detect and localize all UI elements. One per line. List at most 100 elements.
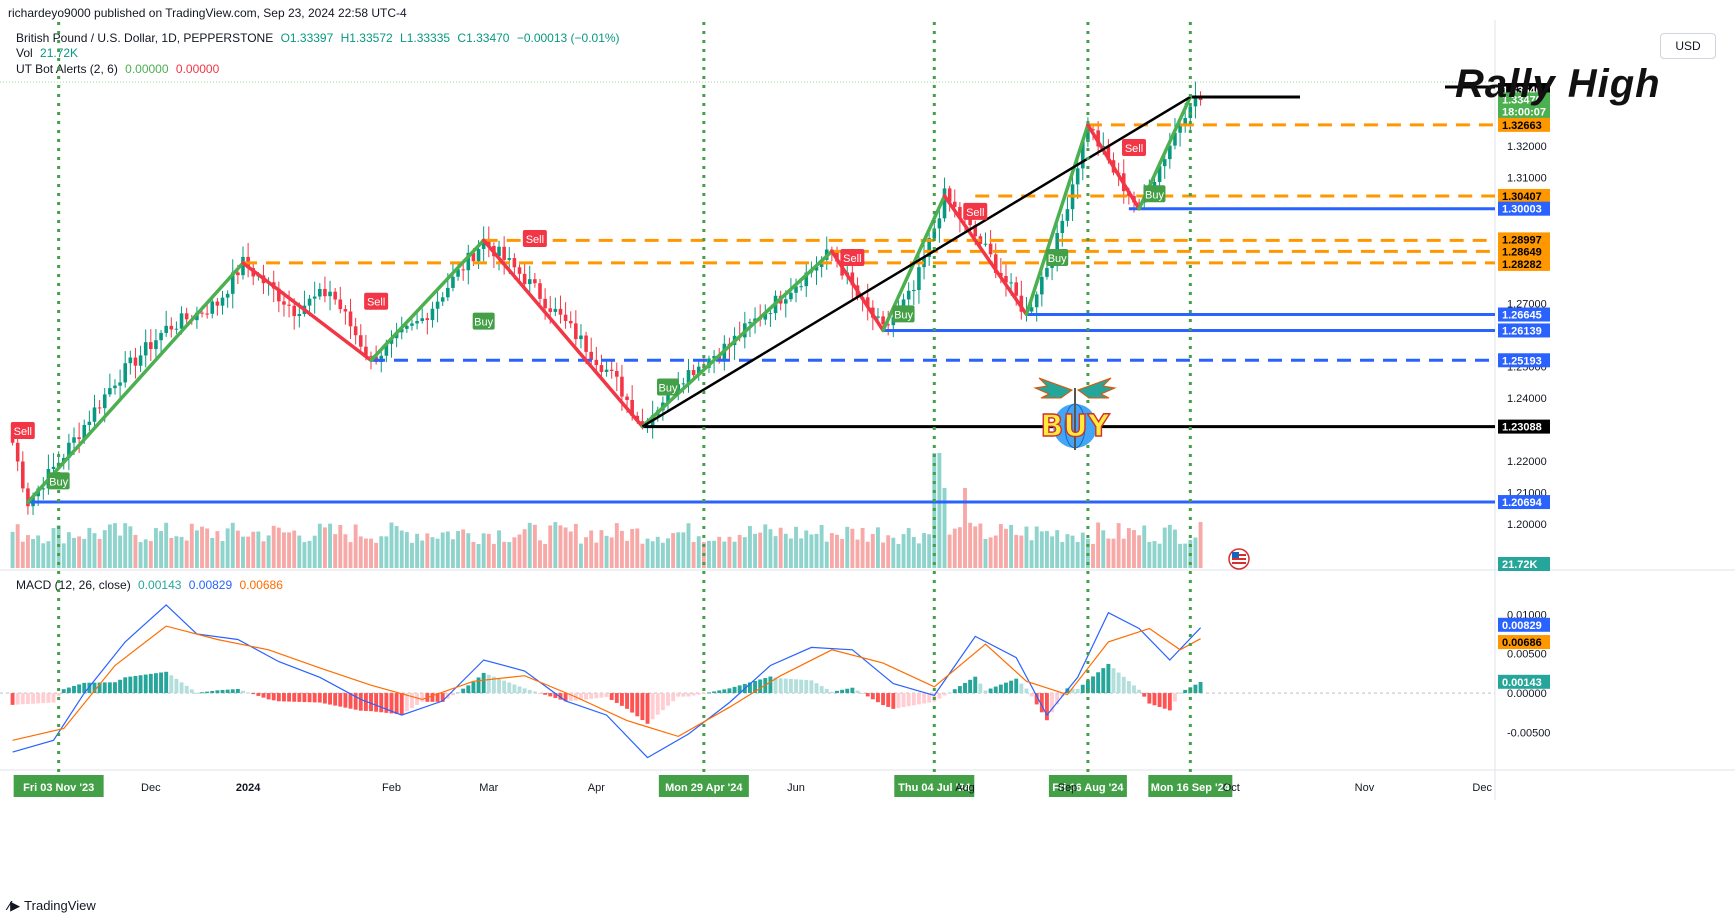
macd-histogram-bar [543,693,548,695]
volume-bar [25,535,30,568]
utbot-legend[interactable]: UT Bot Alerts (2, 6) 0.00000 0.00000 [16,62,223,76]
macd-histogram-bar [338,693,343,707]
candle-body [256,275,261,277]
macd-legend[interactable]: MACD (12, 26, close) 0.00143 0.00829 0.0… [16,578,287,592]
macd-histogram-bar [282,693,286,702]
price-badge [1498,557,1550,571]
macd-histogram-bar [348,693,353,709]
volume-legend[interactable]: Vol 21.72K [16,46,82,60]
time-tick: Apr [588,782,605,794]
candle-body [993,254,998,273]
macd-histogram-bar [763,678,768,694]
volume-bar [471,541,476,568]
sell-signal-label: Sell [1125,143,1143,155]
macd-histogram-bar [440,693,445,702]
volume-bar [829,533,834,568]
volume-bar [343,534,348,568]
flag-canton [1232,552,1239,558]
candle-body [702,366,706,368]
volume-bar [681,532,686,568]
macd-histogram-bar [952,689,957,694]
volume-bar [164,522,169,568]
candle-body [497,246,501,257]
candle-body [1060,220,1065,234]
macd-histogram-bar [1178,692,1183,694]
macd-histogram-bar [148,673,153,694]
macd-histogram-bar [394,693,399,714]
volume-bar [389,522,394,568]
tradingview-logo[interactable]: ⁄▶ TradingView [8,898,96,914]
macd-histogram-bar [655,693,660,715]
macd-histogram-bar [205,691,210,694]
candle-body [681,383,686,385]
macd-badge-label: 0.00686 [1502,637,1542,649]
candle-body [763,313,768,320]
candle-body [1162,159,1167,167]
macd-histogram-bar [379,693,384,713]
macd-histogram-bar [573,693,578,701]
macd-histogram-bar [420,693,425,702]
macd-histogram-bar [486,674,491,694]
volume-bar [691,542,696,568]
tradingview-icon: ⁄▶ [8,898,21,913]
volume-bar [952,528,957,568]
candle-body [620,376,624,397]
macd-histogram-bar [399,693,404,715]
macd-tick: 0.00000 [1507,688,1547,700]
zigzag-segment [640,249,834,429]
volume-bar [1085,538,1090,568]
candle-body [553,308,558,312]
macd-histogram-bar [1198,682,1203,694]
buy-signal-label: Buy [474,317,493,329]
volume-bar [328,523,332,568]
macd-histogram-bar [220,689,225,694]
macd-histogram-bar [430,693,435,702]
candle-body [865,297,870,308]
macd-histogram-bar [1060,693,1065,697]
volume-bar [194,530,199,568]
macd-histogram-bar [471,682,476,694]
price-badge-label: 1.28997 [1502,234,1542,246]
candle-body [394,332,399,339]
candle-body [630,399,634,416]
candle-body [558,308,563,315]
candle-body [87,421,92,425]
candle-body [36,488,40,497]
candle-body [174,328,179,330]
buy-signal-label: Buy [1145,189,1164,201]
volume-bar [993,535,998,568]
macd-histogram-bar [824,688,829,694]
candle-body [1024,311,1029,313]
macd-histogram-bar [410,693,414,709]
candle-body [26,488,30,507]
sell-signal-label: Sell [966,207,984,219]
volume-bar [159,531,164,568]
candle-body [625,396,629,400]
macd-histogram-bar [1106,663,1111,694]
macd-histogram-bar [594,693,599,699]
macd-histogram-bar [1188,687,1193,694]
candle-body [364,346,368,356]
candle-body [830,249,834,251]
candle-body [481,238,486,250]
volume-bar [635,528,640,568]
macd-histogram-bar [363,693,368,711]
candle-body [696,366,701,376]
macd-badge [1498,617,1550,632]
candle-body [748,321,752,324]
sell-signal-box [10,421,35,439]
volume-bar [1101,530,1106,568]
macd-histogram-bar [660,693,665,711]
currency-button[interactable]: USD [1660,33,1716,59]
candle-body [814,266,819,271]
volume-value: 21.72K [40,46,79,60]
symbol-name[interactable]: British Pound / U.S. Dollar, 1D, PEPPERS… [16,31,274,45]
buy-signal-label: Buy [1048,253,1067,265]
volume-bar [399,530,404,568]
buy-signal-label: Buy [659,382,678,394]
volume-bar [174,536,179,568]
volume-bar [814,533,819,568]
macd-histogram-bar [783,678,788,694]
macd-histogram-bar [973,676,978,694]
